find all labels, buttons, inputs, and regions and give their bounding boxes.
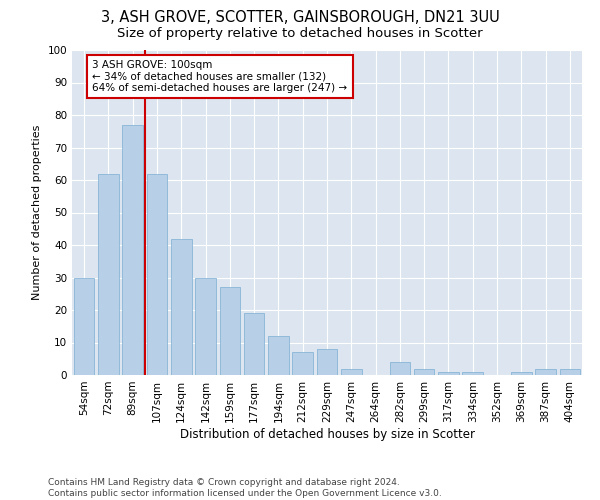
Bar <box>535 368 556 375</box>
Bar <box>341 368 362 375</box>
Bar <box>171 238 191 375</box>
Bar <box>268 336 289 375</box>
Bar <box>74 278 94 375</box>
Bar <box>122 124 143 375</box>
Y-axis label: Number of detached properties: Number of detached properties <box>32 125 42 300</box>
Text: 3, ASH GROVE, SCOTTER, GAINSBOROUGH, DN21 3UU: 3, ASH GROVE, SCOTTER, GAINSBOROUGH, DN2… <box>101 10 499 25</box>
Bar <box>220 287 240 375</box>
Text: Size of property relative to detached houses in Scotter: Size of property relative to detached ho… <box>117 28 483 40</box>
Text: Contains HM Land Registry data © Crown copyright and database right 2024.
Contai: Contains HM Land Registry data © Crown c… <box>48 478 442 498</box>
Bar <box>560 368 580 375</box>
Bar <box>511 372 532 375</box>
Bar <box>244 313 265 375</box>
Bar <box>414 368 434 375</box>
Bar <box>98 174 119 375</box>
Bar <box>389 362 410 375</box>
X-axis label: Distribution of detached houses by size in Scotter: Distribution of detached houses by size … <box>179 428 475 440</box>
Bar <box>292 352 313 375</box>
Bar <box>463 372 483 375</box>
Text: 3 ASH GROVE: 100sqm
← 34% of detached houses are smaller (132)
64% of semi-detac: 3 ASH GROVE: 100sqm ← 34% of detached ho… <box>92 60 347 93</box>
Bar <box>195 278 216 375</box>
Bar <box>146 174 167 375</box>
Bar <box>438 372 459 375</box>
Bar <box>317 349 337 375</box>
